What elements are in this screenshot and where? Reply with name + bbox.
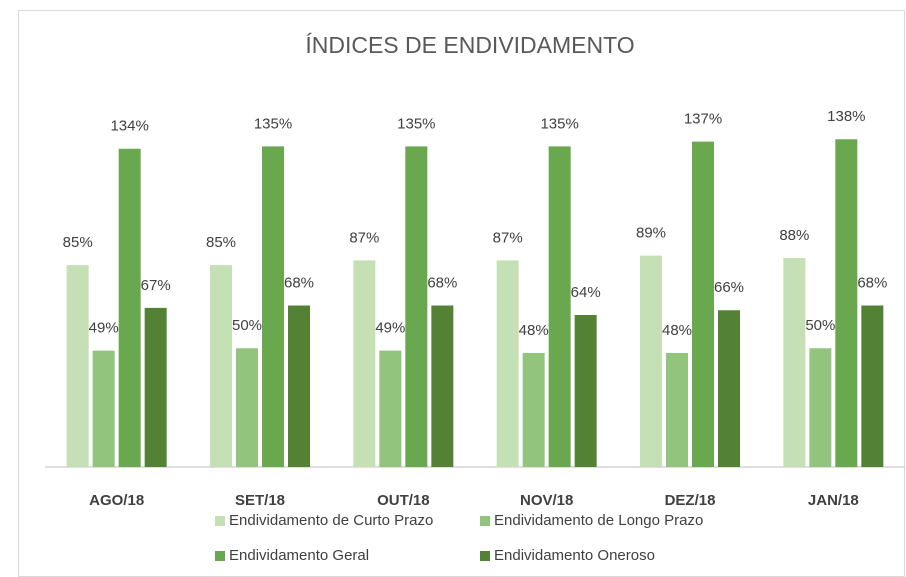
- legend-swatch: [215, 551, 225, 561]
- data-label: 50%: [232, 317, 262, 334]
- bar: [496, 260, 519, 467]
- data-label: 88%: [779, 227, 809, 244]
- legend-label: Endividamento de Longo Prazo: [494, 512, 703, 529]
- data-label: 48%: [662, 322, 692, 339]
- chart-border: [18, 10, 905, 577]
- data-label: 135%: [540, 115, 578, 132]
- data-label: 66%: [714, 279, 744, 296]
- data-label: 68%: [284, 274, 314, 291]
- bar: [92, 350, 115, 467]
- bar: [262, 146, 284, 467]
- x-tick-label: JAN/18: [808, 492, 859, 509]
- bar: [379, 350, 402, 467]
- data-label: 49%: [375, 320, 405, 337]
- x-tick-label: SET/18: [235, 492, 285, 509]
- bar: [144, 307, 167, 467]
- legend-swatch: [480, 551, 490, 561]
- legend-label: Endividamento de Curto Prazo: [229, 512, 433, 529]
- legend-swatch: [215, 516, 225, 526]
- x-tick-label: DEZ/18: [665, 492, 716, 509]
- x-tick-label: OUT/18: [377, 492, 430, 509]
- bar: [548, 146, 571, 467]
- bar: [210, 265, 232, 467]
- bar: [118, 148, 141, 467]
- bar: [522, 353, 545, 467]
- bar: [288, 305, 310, 467]
- data-label: 135%: [397, 115, 435, 132]
- data-label: 67%: [141, 277, 171, 294]
- chart-title: ÍNDICES DE ENDIVIDAMENTO: [305, 32, 634, 58]
- bar: [861, 305, 884, 467]
- data-label: 87%: [349, 229, 379, 246]
- legend-swatch: [480, 516, 490, 526]
- data-label: 85%: [206, 234, 236, 251]
- data-label: 48%: [519, 322, 549, 339]
- data-label: 138%: [827, 108, 865, 125]
- bar: [405, 146, 428, 467]
- data-label: 137%: [684, 111, 722, 128]
- data-label: 68%: [857, 274, 887, 291]
- bar: [640, 255, 662, 467]
- data-label: 64%: [571, 284, 601, 301]
- bar: [809, 348, 832, 467]
- data-label: 135%: [254, 115, 292, 132]
- data-label: 49%: [89, 320, 119, 337]
- legend-label: Endividamento Oneroso: [494, 547, 655, 564]
- x-tick-label: AGO/18: [89, 492, 144, 509]
- data-label: 89%: [636, 225, 666, 242]
- bar: [692, 141, 714, 467]
- bar: [431, 305, 454, 467]
- data-label: 68%: [427, 274, 457, 291]
- bar: [835, 139, 858, 467]
- bar: [718, 310, 740, 467]
- legend-label: Endividamento Geral: [229, 547, 369, 564]
- bar: [574, 315, 597, 467]
- data-label: 50%: [805, 317, 835, 334]
- bar: [353, 260, 376, 467]
- bar: [66, 265, 89, 467]
- data-label: 85%: [63, 234, 93, 251]
- data-label: 134%: [110, 118, 148, 135]
- x-tick-label: NOV/18: [520, 492, 573, 509]
- bar: [666, 353, 688, 467]
- bar: [783, 258, 806, 467]
- data-label: 87%: [493, 229, 523, 246]
- bar: [236, 348, 258, 467]
